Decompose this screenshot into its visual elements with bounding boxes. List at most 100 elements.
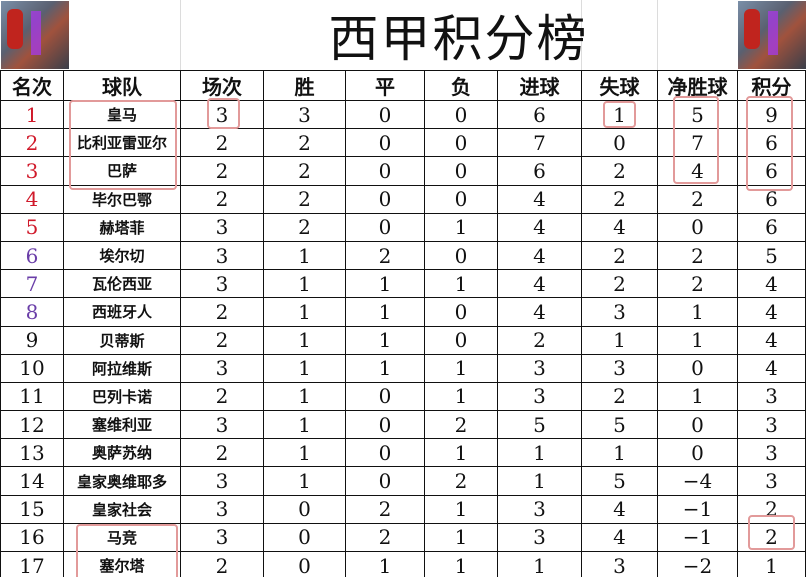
cell-losses: 1 [424,353,498,383]
table-row: 3 巴萨 2 2 0 0 6 2 4 6 [0,156,806,186]
cell-points: 3 [737,410,806,440]
cell-rank: 4 [0,184,64,214]
cell-wins: 0 [263,494,346,524]
cell-goal-diff: 5 [657,99,738,130]
cell-goals-for: 4 [497,212,582,242]
cell-rank: 15 [0,494,64,524]
cell-points: 6 [737,156,806,186]
cell-goal-diff: −1 [657,522,738,553]
header-goals-against: 失球 [581,70,658,101]
table-row: 15 皇家社会 3 0 2 1 3 4 −1 2 [0,494,806,524]
cell-played: 3 [180,99,264,130]
cell-losses: 0 [424,99,498,130]
cell-losses: 0 [424,128,498,158]
cell-points: 3 [737,438,806,468]
cell-goals-against: 2 [581,269,658,299]
cell-rank: 12 [0,410,64,440]
cell-goals-for: 4 [497,269,582,299]
cell-goal-diff: 2 [657,184,738,214]
cell-draws: 0 [345,438,425,468]
cell-goals-against: 3 [581,353,658,383]
standings-table: 名次 球队 场次胜平负进球 失球 净胜球 积分 1 皇马 3 3 0 0 6 1 5 9 2 比利亚雷亚尔 2 2 0… [0,70,806,577]
table-row: 10 阿拉维斯 3 1 1 1 3 3 0 4 [0,353,806,383]
cell-wins: 1 [263,269,346,299]
cell-rank: 16 [0,522,64,553]
cell-team: 奥萨苏纳 [63,438,181,468]
cell-draws: 1 [345,297,425,327]
cell-rank: 11 [0,381,64,412]
cell-goals-against: 4 [581,212,658,242]
cell-points: 3 [737,466,806,496]
cell-goal-diff: −4 [657,466,738,496]
cell-team: 皇家奥维耶多 [63,466,181,496]
cell-rank: 10 [0,353,64,383]
header-wins: 胜 [263,70,346,101]
cell-points: 2 [737,522,806,553]
cell-wins: 1 [263,325,346,355]
cell-goals-against: 1 [581,438,658,468]
cell-goals-against: 4 [581,522,658,553]
cell-draws: 0 [345,99,425,130]
table-row: 14 皇家奥维耶多 3 1 0 2 1 5 −4 3 [0,466,806,496]
cell-losses: 1 [424,550,498,577]
cell-wins: 1 [263,240,346,271]
cell-draws: 1 [345,269,425,299]
table-row: 8 西班牙人 2 1 1 0 4 3 1 4 [0,297,806,327]
cell-goal-diff: 4 [657,156,738,186]
cell-wins: 1 [263,381,346,412]
cell-goal-diff: 1 [657,381,738,412]
cell-goals-against: 2 [581,240,658,271]
table-row: 2 比利亚雷亚尔 2 2 0 0 7 0 7 6 [0,128,806,158]
table-row: 16 马竞 3 0 2 1 3 4 −1 2 [0,522,806,553]
cell-draws: 0 [345,184,425,214]
header-goals-for: 进球 [497,70,582,101]
cell-goal-diff: 2 [657,269,738,299]
cell-goals-for: 4 [497,184,582,214]
cell-losses: 1 [424,381,498,412]
table-row: 7 瓦伦西亚 3 1 1 1 4 2 2 4 [0,269,806,299]
cell-losses: 1 [424,212,498,242]
cell-losses: 0 [424,297,498,327]
cell-rank: 6 [0,240,64,271]
cell-wins: 1 [263,297,346,327]
cell-draws: 2 [345,522,425,553]
cell-wins: 3 [263,99,346,130]
cell-wins: 2 [263,184,346,214]
header-goal-diff: 净胜球 [657,70,738,101]
cell-draws: 0 [345,212,425,242]
cell-goal-diff: 0 [657,353,738,383]
cell-losses: 0 [424,184,498,214]
cell-goals-against: 0 [581,128,658,158]
cell-rank: 14 [0,466,64,496]
cell-losses: 0 [424,156,498,186]
cell-team: 塞尔塔 [63,550,181,577]
cell-losses: 1 [424,438,498,468]
table-row: 4 毕尔巴鄂 2 2 0 0 4 2 2 6 [0,184,806,214]
cell-team: 比利亚雷亚尔 [63,128,181,158]
cell-losses: 0 [424,325,498,355]
cell-played: 3 [180,410,264,440]
cell-draws: 1 [345,325,425,355]
cell-wins: 2 [263,128,346,158]
cell-points: 4 [737,269,806,299]
cell-team: 西班牙人 [63,297,181,327]
cell-losses: 1 [424,522,498,553]
cell-wins: 1 [263,353,346,383]
cell-goals-against: 4 [581,494,658,524]
cell-points: 1 [737,550,806,577]
cell-wins: 0 [263,550,346,577]
cell-points: 4 [737,325,806,355]
cell-played: 3 [180,269,264,299]
cell-played: 2 [180,156,264,186]
cell-goal-diff: 1 [657,325,738,355]
cell-played: 2 [180,325,264,355]
cell-rank: 8 [0,297,64,327]
cell-points: 4 [737,297,806,327]
cell-draws: 0 [345,156,425,186]
cell-goal-diff: 0 [657,212,738,242]
cell-team: 赫塔菲 [63,212,181,242]
table-row: 12 塞维利亚 3 1 0 2 5 5 0 3 [0,410,806,440]
cell-goals-for: 2 [497,325,582,355]
cell-goal-diff: −2 [657,550,738,577]
